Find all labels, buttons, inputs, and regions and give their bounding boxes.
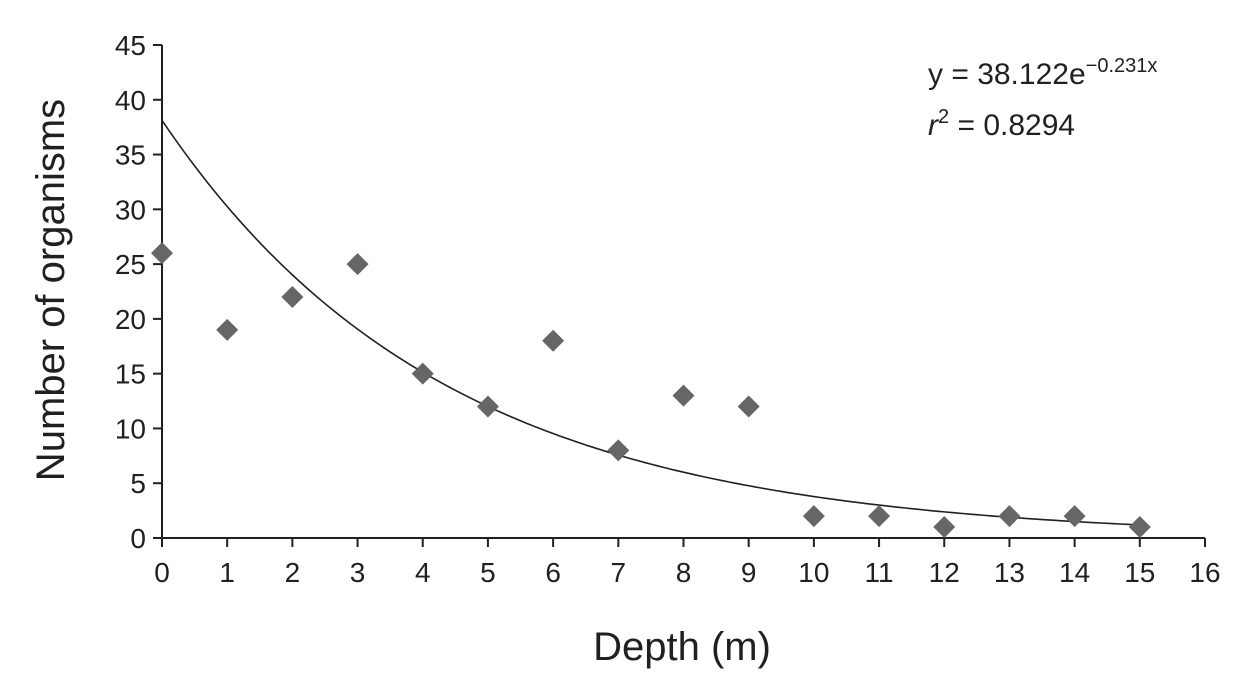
y-axis-title: Number of organisms [29, 99, 73, 481]
y-tick-label: 40 [115, 85, 146, 116]
data-point [672, 384, 695, 407]
equation-prefix: y = 38.122e [928, 58, 1086, 91]
y-tick-label: 30 [115, 194, 146, 225]
y-tick-label: 35 [115, 140, 146, 171]
data-point [1128, 516, 1151, 539]
y-tick-label: 45 [115, 30, 146, 61]
data-point [346, 253, 369, 276]
x-tick-label: 16 [1189, 557, 1220, 588]
data-point [216, 318, 239, 341]
x-tick-label: 2 [285, 557, 301, 588]
data-point [737, 395, 760, 418]
y-tick-label: 15 [115, 359, 146, 390]
data-point [868, 505, 891, 528]
x-tick-label: 13 [994, 557, 1025, 588]
x-tick-label: 1 [219, 557, 235, 588]
r-squared-exp: 2 [938, 106, 949, 128]
data-point [998, 505, 1021, 528]
y-axis-ticks: 0 5 10 15 20 25 30 35 40 45 [115, 30, 162, 554]
x-axis-ticks: 0 1 2 3 4 5 6 7 8 9 10 11 12 13 14 15 16 [154, 538, 1221, 588]
data-point [1063, 505, 1086, 528]
equation-exponent: −0.231x [1086, 55, 1158, 77]
data-point [411, 362, 434, 385]
x-tick-label: 3 [350, 557, 366, 588]
x-tick-label: 8 [676, 557, 692, 588]
y-tick-label: 25 [115, 249, 146, 280]
x-tick-label: 14 [1059, 557, 1090, 588]
y-tick-label: 0 [130, 523, 146, 554]
y-tick-label: 5 [130, 468, 146, 499]
equation-label: y = 38.122e−0.231x [928, 55, 1157, 91]
r-squared-label: r2 = 0.8294 [928, 106, 1075, 142]
data-points [151, 242, 1151, 539]
r-squared-value: = 0.8294 [949, 109, 1075, 142]
x-axis-title: Depth (m) [593, 625, 771, 669]
x-tick-label: 9 [741, 557, 757, 588]
data-point [281, 285, 304, 308]
trendline-annotation: y = 38.122e−0.231x r2 = 0.8294 [928, 55, 1157, 142]
x-tick-label: 0 [154, 557, 170, 588]
data-point [476, 395, 499, 418]
x-tick-label: 11 [865, 557, 894, 588]
x-tick-label: 15 [1124, 557, 1155, 588]
x-tick-label: 4 [415, 557, 431, 588]
exponential-trendline [161, 119, 1140, 526]
y-tick-label: 20 [115, 304, 146, 335]
x-tick-label: 6 [545, 557, 561, 588]
data-point [607, 439, 630, 462]
data-point [542, 329, 565, 352]
x-tick-label: 10 [798, 557, 829, 588]
r-squared-var: r [928, 109, 939, 142]
data-point [802, 505, 825, 528]
data-point [933, 516, 956, 539]
x-tick-label: 5 [480, 557, 496, 588]
y-tick-label: 10 [115, 413, 146, 444]
x-tick-label: 12 [929, 557, 960, 588]
x-tick-label: 7 [611, 557, 627, 588]
data-point [151, 242, 173, 265]
plot-area: 0 1 2 3 4 5 6 7 8 9 10 11 12 13 14 15 16 051015202530354… [115, 30, 1221, 588]
